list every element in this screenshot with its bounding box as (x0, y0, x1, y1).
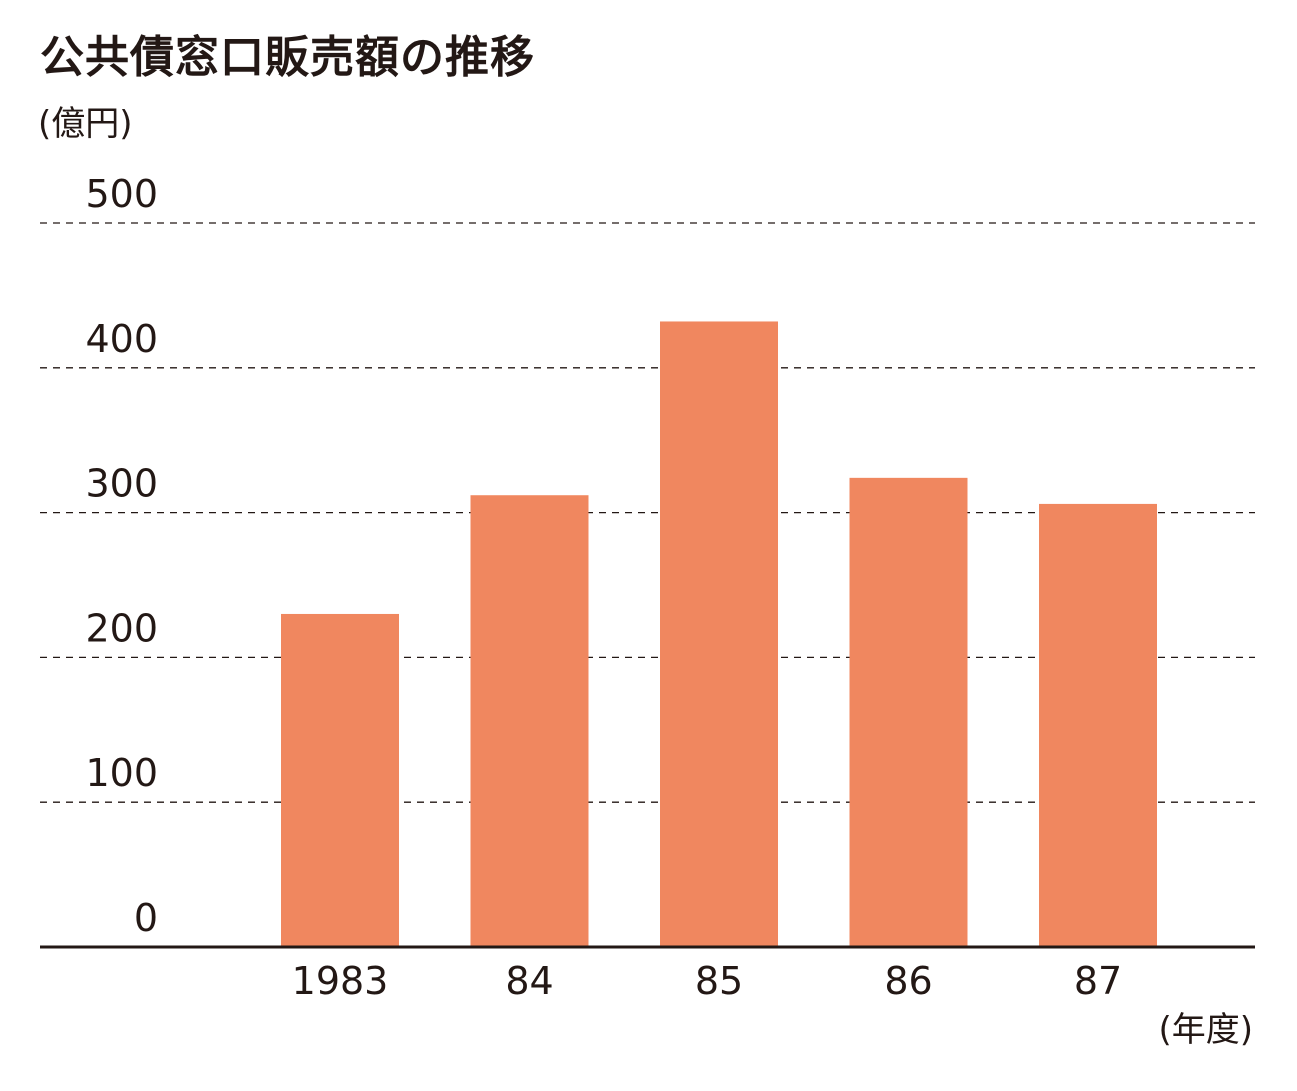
y-axis-unit-label: (億円) (38, 104, 133, 144)
y-tick-label: 300 (85, 462, 158, 506)
chart-title: 公共債窓口販売額の推移 (40, 32, 535, 83)
bar (281, 613, 399, 947)
y-tick-label: 100 (85, 751, 158, 795)
bar (849, 477, 968, 947)
bar (1039, 503, 1157, 947)
x-tick-label: 1983 (292, 959, 389, 1003)
bar (660, 321, 778, 947)
bar (470, 495, 589, 947)
y-tick-label: 500 (85, 172, 158, 216)
y-tick-label: 400 (85, 317, 158, 361)
y-tick-label: 200 (85, 606, 158, 650)
x-axis-unit-label: (年度) (1158, 1010, 1253, 1050)
y-tick-label: 0 (134, 896, 158, 940)
x-tick-label: 85 (695, 959, 743, 1003)
x-tick-label: 84 (505, 959, 553, 1003)
x-tick-label: 86 (884, 959, 932, 1003)
x-tick-label: 87 (1074, 959, 1122, 1003)
